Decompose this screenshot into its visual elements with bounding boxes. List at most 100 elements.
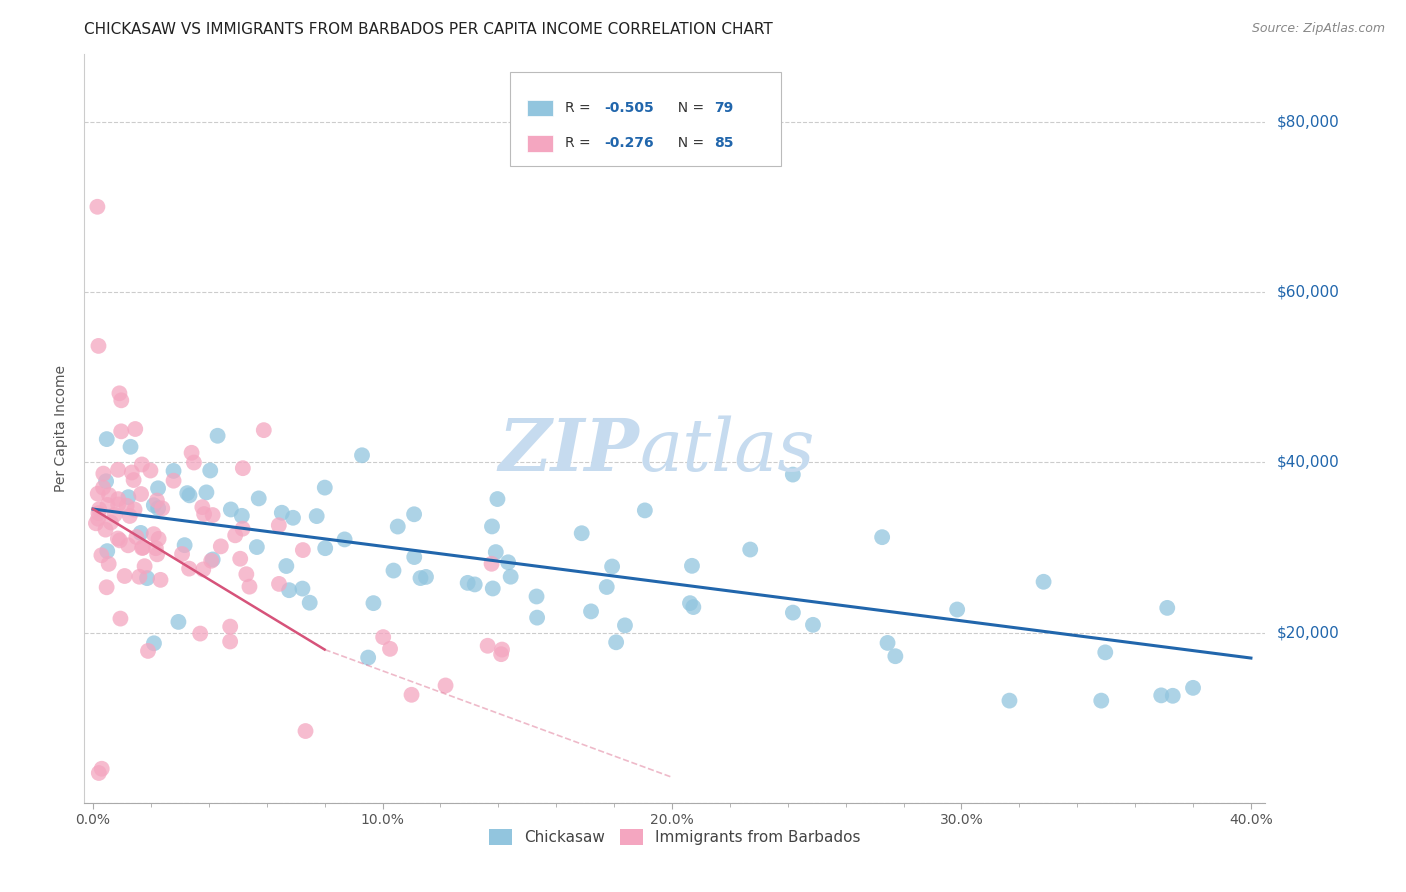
Y-axis label: Per Capita Income: Per Capita Income (55, 365, 69, 491)
Point (115, 499, 138, 513)
Text: $40,000: $40,000 (1277, 455, 1340, 470)
Point (180, 446, 202, 460)
Point (117, 538, 139, 552)
Point (193, 507, 215, 521)
Point (207, 429, 229, 443)
Point (247, 491, 270, 506)
Point (481, 582, 503, 596)
Text: 85: 85 (714, 136, 734, 151)
Point (740, 542, 762, 557)
Point (600, 559, 623, 574)
Point (499, 570, 522, 584)
Point (387, 519, 409, 533)
Point (94, 523, 117, 537)
Text: $20,000: $20,000 (1277, 625, 1340, 640)
Point (1156, 600, 1178, 615)
Point (87, 506, 110, 520)
Point (142, 498, 165, 512)
Point (173, 538, 195, 552)
Point (605, 635, 627, 649)
Point (579, 604, 602, 618)
Text: R =: R = (565, 136, 595, 151)
Point (946, 602, 969, 616)
Point (496, 555, 519, 569)
Point (1150, 689, 1173, 703)
Point (146, 501, 169, 516)
Point (267, 518, 290, 533)
Point (314, 541, 336, 556)
Point (491, 642, 513, 657)
Point (87, 512, 110, 526)
Point (124, 502, 146, 516)
Point (195, 485, 218, 500)
Legend: Chickasaw, Immigrants from Barbados: Chickasaw, Immigrants from Barbados (482, 823, 868, 851)
Point (333, 533, 356, 547)
Point (200, 463, 222, 477)
Point (363, 596, 385, 610)
Point (219, 619, 242, 633)
Point (87, 339, 110, 353)
Text: Source: ZipAtlas.com: Source: ZipAtlas.com (1251, 22, 1385, 36)
Point (305, 509, 328, 524)
Point (122, 473, 145, 487)
Point (96, 498, 118, 512)
Point (142, 527, 165, 541)
Point (1090, 693, 1112, 707)
Point (357, 650, 380, 665)
Point (457, 575, 479, 590)
Point (90, 549, 112, 563)
Point (110, 611, 132, 625)
Point (110, 393, 132, 408)
Point (270, 506, 292, 520)
Point (884, 649, 907, 664)
Point (246, 540, 269, 554)
Point (281, 510, 304, 524)
Point (94, 475, 117, 489)
Point (876, 636, 898, 650)
Point (162, 474, 184, 488)
Point (1161, 689, 1184, 703)
Point (278, 583, 301, 598)
Point (139, 464, 162, 478)
Point (145, 541, 167, 556)
Point (404, 508, 426, 522)
Point (298, 596, 321, 610)
Point (434, 678, 457, 692)
Point (142, 636, 165, 650)
Point (97, 557, 120, 571)
Point (104, 508, 127, 522)
Point (131, 458, 153, 472)
Text: $80,000: $80,000 (1277, 114, 1340, 129)
FancyBboxPatch shape (527, 100, 553, 117)
Point (90, 762, 112, 776)
Point (125, 530, 148, 544)
Point (117, 490, 139, 504)
Point (801, 617, 824, 632)
Point (294, 724, 316, 739)
Point (409, 571, 432, 585)
Point (188, 626, 211, 640)
Point (107, 463, 129, 477)
Point (231, 508, 253, 523)
Text: R =: R = (565, 101, 595, 115)
Point (477, 639, 499, 653)
Point (314, 481, 336, 495)
Text: -0.505: -0.505 (605, 101, 654, 115)
Point (146, 481, 169, 495)
Point (404, 549, 426, 564)
Point (86, 200, 108, 214)
Point (100, 516, 122, 530)
Point (179, 561, 201, 575)
Text: -0.276: -0.276 (605, 136, 654, 151)
Point (134, 559, 156, 574)
Point (131, 541, 153, 555)
Point (132, 541, 155, 555)
Point (129, 487, 152, 501)
Point (415, 570, 437, 584)
Point (1094, 645, 1116, 659)
Point (136, 571, 159, 585)
Point (232, 522, 254, 536)
Point (183, 456, 205, 470)
Point (486, 491, 509, 506)
Point (291, 543, 314, 558)
